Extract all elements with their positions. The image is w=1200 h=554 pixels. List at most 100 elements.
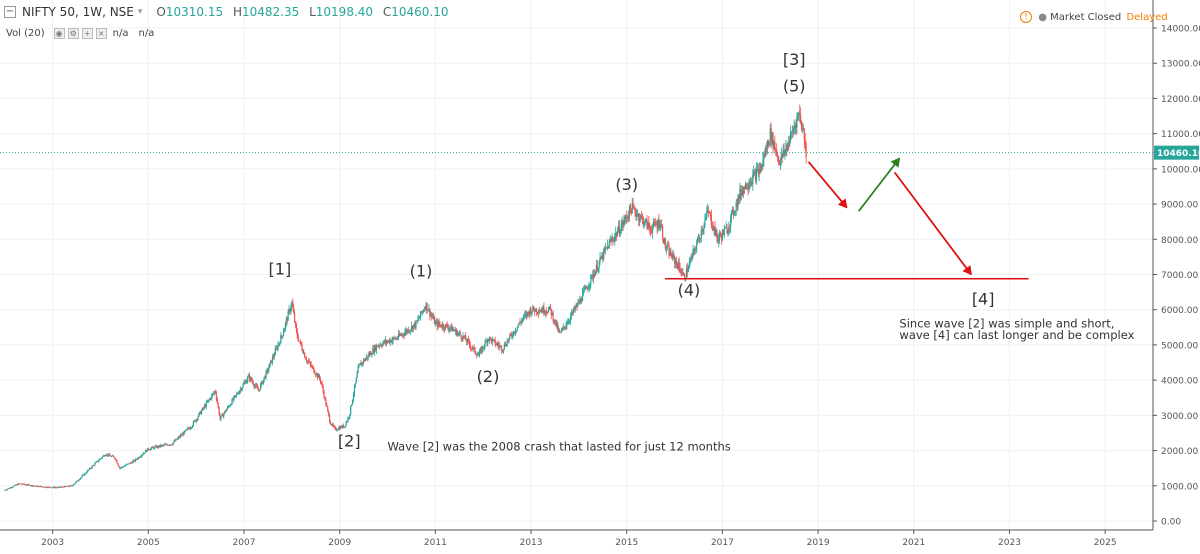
- settings-icon[interactable]: ⚙: [67, 27, 79, 39]
- candle-body: [580, 298, 582, 302]
- candle-body: [686, 268, 689, 272]
- candle-body: [218, 407, 220, 415]
- candle-body: [545, 311, 547, 314]
- candle-body: [280, 335, 282, 344]
- candle-body: [795, 124, 797, 128]
- time-tick-label: 2023: [998, 538, 1021, 548]
- candle-body: [374, 345, 376, 353]
- candle-body: [723, 228, 725, 236]
- candle-body: [484, 341, 486, 347]
- volume-label[interactable]: Vol (20): [6, 27, 45, 39]
- chart-header: − NIFTY 50, 1W, NSE ▾ O10310.15 H10482.3…: [0, 0, 449, 24]
- candle-body: [581, 301, 583, 302]
- candle-body: [174, 440, 176, 442]
- candle-body: [676, 264, 678, 269]
- candle-body: [299, 341, 301, 342]
- candle-body: [59, 486, 61, 488]
- candle-body: [587, 287, 589, 290]
- candle-body: [240, 389, 242, 391]
- candle-body: [93, 465, 95, 467]
- candle-body: [801, 128, 804, 129]
- low-label: L: [309, 5, 316, 19]
- candle-body: [230, 404, 232, 406]
- candle-body: [16, 484, 18, 486]
- candle-body: [747, 188, 749, 189]
- candle-body: [231, 399, 233, 405]
- close-icon[interactable]: ×: [95, 27, 107, 39]
- candle-body: [86, 472, 88, 474]
- candle-body: [206, 401, 208, 403]
- candle-body: [733, 213, 735, 215]
- candle-body: [7, 488, 10, 490]
- candle-body: [728, 226, 730, 232]
- candle-body: [146, 448, 148, 452]
- candle-body: [664, 239, 666, 249]
- symbol-dropdown-icon[interactable]: ▾: [137, 7, 143, 17]
- candle-body: [422, 310, 425, 312]
- candle-body: [183, 431, 185, 435]
- candle-body: [679, 267, 681, 273]
- candle-body: [535, 308, 538, 313]
- candle-body: [281, 335, 283, 337]
- candle-body: [787, 143, 789, 151]
- candle-body: [228, 406, 230, 408]
- candle-body: [236, 393, 238, 396]
- candle-body: [136, 459, 138, 460]
- add-icon[interactable]: +: [81, 27, 93, 39]
- candle-body: [101, 456, 103, 459]
- candle-body: [642, 217, 644, 226]
- candle-body: [430, 314, 432, 316]
- candle-body: [32, 485, 34, 487]
- symbol-title[interactable]: NIFTY 50, 1W, NSE: [22, 5, 134, 19]
- candle-body: [380, 344, 382, 346]
- low-value: 10198.40: [315, 5, 374, 19]
- candle-body: [119, 467, 121, 469]
- candle-body: [187, 428, 189, 430]
- candle-body: [519, 322, 521, 324]
- candle-body: [442, 324, 444, 328]
- candle-body: [511, 334, 513, 337]
- candle-body: [776, 151, 778, 156]
- candle-body: [155, 445, 158, 448]
- candle-body: [657, 220, 659, 229]
- candle-body: [40, 486, 43, 488]
- candle-body: [156, 446, 159, 448]
- candle-body: [802, 128, 804, 129]
- candle-body: [775, 149, 777, 152]
- candle-body: [576, 304, 578, 307]
- candle-body: [238, 391, 240, 394]
- candle-body: [737, 195, 739, 207]
- clock-alert-icon[interactable]: !: [1020, 11, 1032, 23]
- candle-body: [524, 314, 526, 316]
- eye-icon[interactable]: ◉: [53, 27, 65, 39]
- candle-body: [294, 321, 297, 325]
- candle-body: [117, 463, 119, 466]
- candle-body: [267, 369, 269, 371]
- time-tick-label: 2003: [41, 538, 64, 548]
- candle-body: [236, 393, 239, 395]
- candle-body: [720, 235, 723, 240]
- candle-body: [165, 444, 167, 445]
- candle-body: [319, 378, 321, 382]
- candle-body: [167, 444, 169, 446]
- projection-arrow-down: [893, 171, 972, 276]
- candle-body: [28, 484, 30, 486]
- candle-body: [323, 391, 325, 398]
- collapse-icon[interactable]: −: [4, 6, 16, 18]
- candle-body: [161, 445, 163, 447]
- candle-body: [96, 461, 98, 462]
- candle-body: [411, 325, 413, 330]
- candle-body: [665, 248, 667, 250]
- candle-body: [30, 485, 33, 486]
- candle-body: [596, 264, 598, 271]
- candle-body: [199, 411, 201, 414]
- candle-body: [433, 316, 436, 325]
- candle-body: [713, 226, 715, 230]
- candle-body: [570, 312, 573, 317]
- candle-body: [443, 328, 446, 330]
- candle-body: [349, 414, 351, 418]
- candle-body: [274, 349, 276, 356]
- candle-body: [212, 393, 214, 395]
- candle-body: [171, 444, 173, 446]
